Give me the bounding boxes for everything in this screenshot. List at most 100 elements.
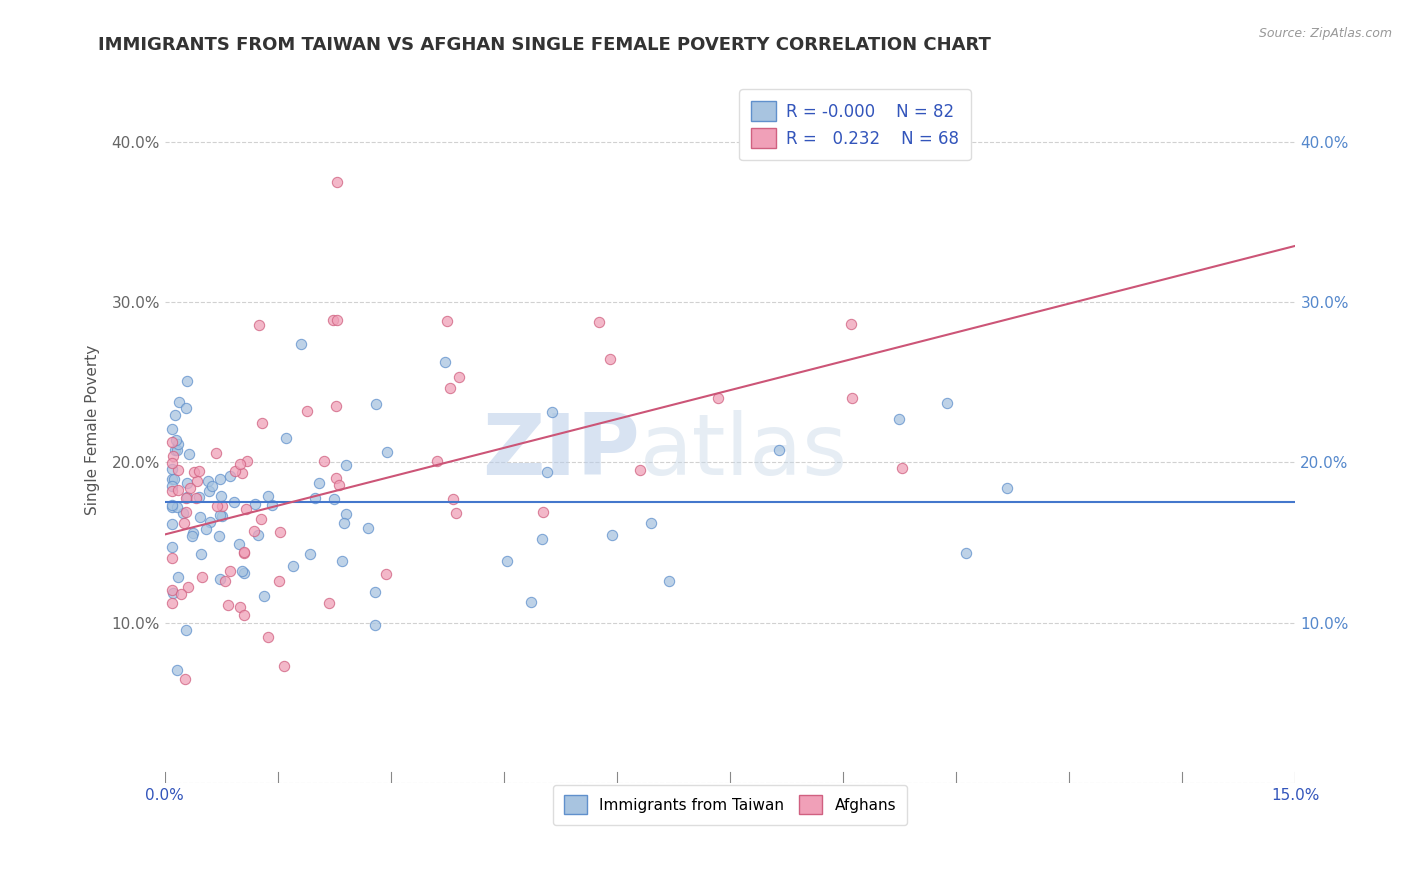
- Point: [211, 509, 233, 524]
- Point: [172, 506, 194, 520]
- Point: [363, 585, 385, 599]
- Point: [322, 312, 344, 326]
- Point: [219, 469, 242, 483]
- Point: [232, 608, 254, 623]
- Point: [179, 481, 201, 495]
- Point: [208, 572, 231, 586]
- Point: [297, 403, 319, 417]
- Point: [167, 436, 190, 450]
- Point: [273, 659, 295, 673]
- Point: [162, 498, 184, 512]
- Point: [190, 547, 212, 561]
- Point: [332, 554, 354, 568]
- Point: [312, 454, 335, 468]
- Point: [224, 495, 246, 509]
- Point: [162, 596, 184, 610]
- Point: [250, 512, 273, 526]
- Point: [891, 461, 914, 475]
- Point: [207, 499, 229, 513]
- Point: [495, 554, 517, 568]
- Point: [233, 566, 256, 581]
- Point: [274, 431, 297, 445]
- Point: [191, 570, 214, 584]
- Point: [325, 471, 347, 485]
- Point: [166, 500, 188, 515]
- Point: [162, 449, 184, 463]
- Point: [323, 491, 346, 506]
- Point: [246, 527, 269, 541]
- Point: [541, 405, 564, 419]
- Point: [326, 175, 349, 189]
- Point: [328, 478, 350, 492]
- Point: [267, 574, 290, 588]
- Point: [600, 527, 623, 541]
- Point: [333, 516, 356, 531]
- Point: [447, 369, 470, 384]
- Point: [229, 599, 252, 614]
- Point: [439, 381, 461, 395]
- Point: [174, 491, 197, 506]
- Point: [235, 501, 257, 516]
- Point: [195, 522, 218, 536]
- Point: [173, 516, 195, 530]
- Point: [162, 550, 184, 565]
- Point: [433, 355, 456, 369]
- Point: [162, 462, 184, 476]
- Point: [162, 456, 184, 470]
- Point: [308, 476, 330, 491]
- Point: [707, 391, 730, 405]
- Point: [167, 463, 190, 477]
- Point: [162, 582, 184, 597]
- Point: [588, 315, 610, 329]
- Point: [257, 489, 280, 503]
- Point: [167, 395, 190, 409]
- Point: [162, 586, 184, 600]
- Point: [252, 416, 274, 430]
- Point: [197, 475, 219, 489]
- Point: [640, 516, 662, 530]
- Point: [217, 598, 239, 612]
- Point: [375, 444, 398, 458]
- Point: [441, 491, 464, 506]
- Point: [198, 515, 221, 529]
- Point: [166, 664, 188, 678]
- Point: [630, 463, 652, 477]
- Point: [426, 454, 449, 468]
- Y-axis label: Single Female Poverty: Single Female Poverty: [86, 345, 100, 516]
- Point: [364, 397, 387, 411]
- Point: [335, 458, 357, 472]
- Point: [253, 589, 276, 603]
- Point: [163, 473, 186, 487]
- Point: [162, 517, 184, 532]
- Point: [262, 498, 284, 512]
- Text: atlas: atlas: [640, 410, 848, 493]
- Point: [184, 491, 207, 505]
- Point: [188, 464, 211, 478]
- Point: [201, 479, 224, 493]
- Point: [768, 443, 790, 458]
- Point: [247, 318, 270, 332]
- Point: [167, 570, 190, 584]
- Point: [326, 313, 349, 327]
- Point: [325, 399, 347, 413]
- Point: [187, 490, 209, 504]
- Point: [174, 505, 197, 519]
- Point: [188, 510, 211, 524]
- Point: [162, 500, 184, 514]
- Point: [841, 391, 863, 405]
- Point: [163, 409, 186, 423]
- Point: [162, 472, 184, 486]
- Point: [231, 564, 253, 578]
- Point: [257, 631, 280, 645]
- Point: [214, 574, 236, 588]
- Point: [599, 351, 621, 366]
- Point: [163, 443, 186, 458]
- Point: [290, 337, 312, 351]
- Point: [231, 467, 253, 481]
- Point: [208, 508, 231, 522]
- Point: [209, 472, 232, 486]
- Point: [229, 458, 252, 472]
- Point: [298, 547, 321, 561]
- Point: [658, 574, 681, 589]
- Point: [935, 396, 957, 410]
